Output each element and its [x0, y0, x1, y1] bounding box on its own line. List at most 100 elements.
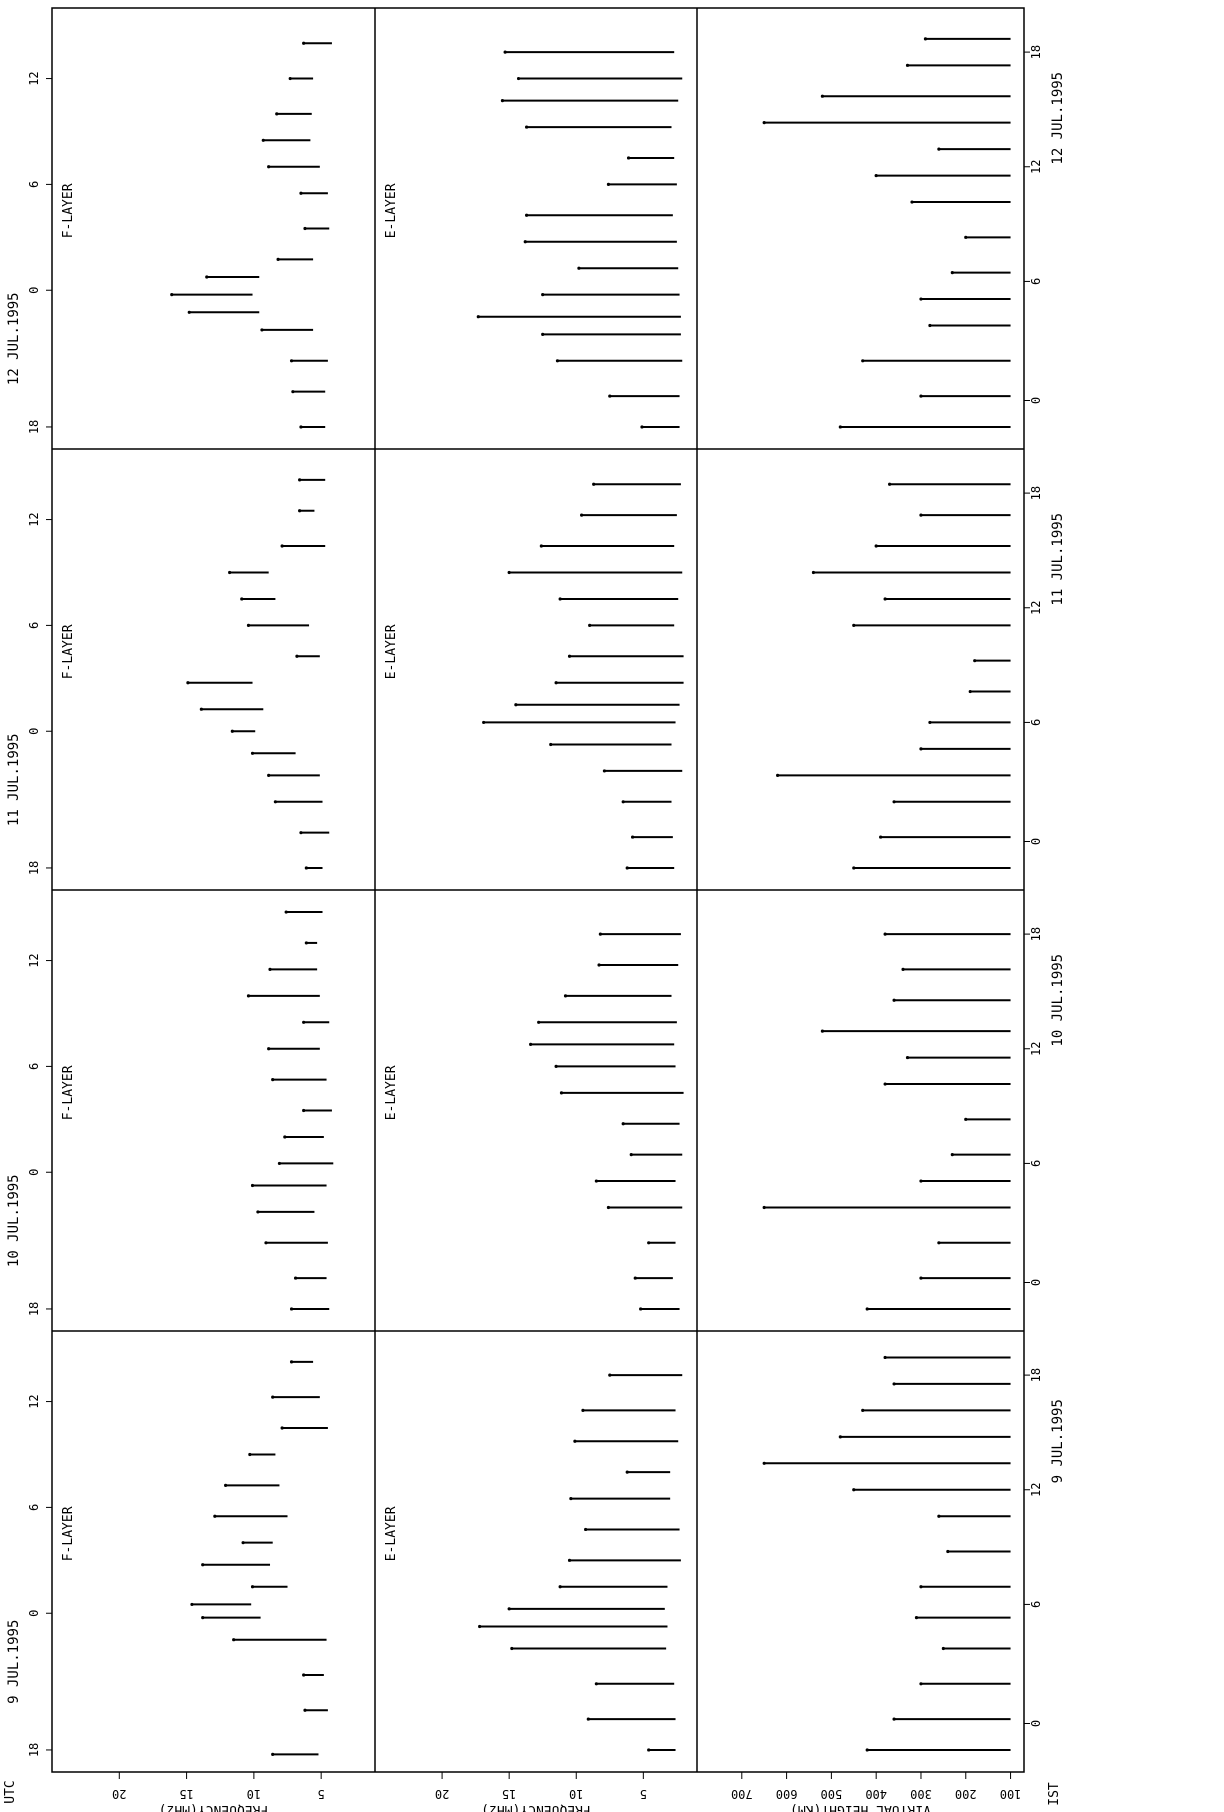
data-point-p1-d0-6: [558, 1585, 562, 1589]
data-point-p0-d2-6: [199, 707, 203, 711]
layer-label-p1-d1: E-LAYER: [384, 1065, 399, 1120]
ist-tick-label-d0-3: 18: [1029, 1368, 1043, 1382]
utc-tick-label-d0-1: 0: [27, 1610, 41, 1617]
ist-tick-label-d1-0: 0: [1029, 1279, 1043, 1286]
data-point-p0-d3-10: [267, 165, 271, 169]
axis-tick-label-p2-6: 700: [731, 1787, 753, 1801]
data-point-p0-d1-6: [283, 1135, 287, 1139]
data-point-p1-d2-6: [514, 703, 518, 707]
data-point-p1-d3-7: [523, 240, 527, 244]
data-point-p0-d3-6: [205, 275, 209, 279]
data-point-p2-d0-3: [941, 1646, 945, 1651]
axis-tick-label-p2-0: 100: [1000, 1787, 1022, 1801]
data-point-p1-d0-3: [510, 1646, 514, 1651]
data-point-p1-d3-14: [503, 50, 507, 54]
axis-label-p0: FREQUENCY(MHz): [159, 1802, 269, 1812]
data-point-p0-d0-13: [271, 1395, 275, 1399]
utc-tick-label-d3-1: 0: [27, 287, 41, 294]
data-point-p1-d0-4: [478, 1624, 482, 1629]
data-point-p1-d1-10: [537, 1020, 541, 1024]
data-point-p0-d3-5: [170, 293, 174, 297]
data-point-p0-d0-10: [224, 1483, 228, 1487]
axis-tick-label-p0-0: 5: [318, 1787, 325, 1801]
data-point-p0-d1-10: [302, 1020, 306, 1024]
data-point-p2-d1-3: [762, 1205, 766, 1210]
data-point-p2-d1-11: [901, 967, 905, 971]
data-point-p1-d2-12: [539, 544, 543, 548]
data-point-p0-d2-2: [273, 800, 278, 804]
data-point-p0-d0-3: [232, 1638, 236, 1642]
data-point-p2-d3-1: [919, 394, 923, 398]
data-point-p1-d0-0: [647, 1748, 651, 1752]
data-point-p0-d1-9: [267, 1047, 271, 1051]
data-point-p1-d3-1: [608, 394, 612, 398]
data-point-p1-d0-5: [507, 1607, 511, 1611]
data-point-p2-d1-0: [865, 1307, 869, 1311]
ist-tick-label-d3-3: 18: [1029, 45, 1043, 59]
data-point-p1-d1-6: [621, 1122, 625, 1126]
data-point-p1-d0-2: [594, 1682, 598, 1686]
data-point-p2-d1-5: [950, 1153, 954, 1157]
data-point-p1-d1-7: [559, 1091, 564, 1095]
data-point-p0-d0-2: [302, 1673, 306, 1677]
data-point-p1-d2-4: [549, 742, 553, 747]
data-point-p0-d1-5: [277, 1161, 282, 1166]
utc-tick-label-d1-2: 6: [27, 1063, 41, 1070]
data-point-p1-d1-8: [554, 1064, 558, 1068]
data-point-p0-d3-3: [260, 328, 264, 332]
date-label-left-d1: 10 JUL.1995: [6, 1174, 22, 1267]
data-point-p2-d1-7: [883, 1082, 887, 1086]
ist-tick-label-d3-0: 0: [1029, 397, 1043, 404]
data-point-p0-d2-14: [298, 478, 302, 482]
data-point-p2-d3-2: [861, 359, 865, 363]
data-point-p2-d1-12: [883, 932, 887, 936]
data-point-p1-d3-10: [626, 156, 631, 160]
data-point-p0-d3-1: [291, 390, 295, 394]
data-point-p0-d3-14: [302, 41, 306, 45]
ist-tick-label-d0-2: 12: [1029, 1483, 1043, 1497]
data-point-p2-d0-9: [762, 1461, 766, 1465]
utc-tick-label-d2-2: 6: [27, 622, 41, 629]
ist-tick-label-d0-1: 6: [1029, 1601, 1043, 1608]
layer-label-p1-d0: E-LAYER: [384, 1506, 399, 1561]
data-point-p1-d2-9: [588, 623, 592, 628]
data-point-p2-d2-13: [888, 482, 892, 486]
data-point-p2-d1-10: [892, 998, 896, 1002]
ist-tick-label-d2-0: 0: [1029, 838, 1043, 845]
data-point-p0-d2-12: [280, 544, 284, 548]
data-point-p0-d1-1: [293, 1276, 298, 1280]
data-point-p2-d1-1: [919, 1276, 923, 1280]
data-point-p0-d3-0: [299, 425, 303, 429]
data-point-p1-d2-2: [621, 800, 625, 804]
data-point-p0-d2-5: [230, 729, 234, 733]
data-point-p2-d3-13: [923, 37, 928, 41]
data-point-p2-d1-6: [964, 1117, 968, 1121]
ist-corner-label: IST: [1047, 1782, 1062, 1806]
date-label-right-d3: 12 JUL.1995: [1050, 72, 1066, 165]
data-marks: [170, 37, 1011, 1756]
data-point-p1-d0-12: [581, 1408, 585, 1412]
date-label-left-d2: 11 JUL.1995: [6, 733, 22, 826]
utc-tick-label-d1-1: 0: [27, 1169, 41, 1176]
data-point-p1-d1-0: [639, 1307, 643, 1311]
data-point-p1-d1-4: [594, 1179, 598, 1183]
data-point-p2-d2-3: [776, 773, 780, 777]
data-point-p2-d0-5: [919, 1585, 923, 1589]
ist-tick-label-d1-1: 6: [1029, 1160, 1043, 1167]
data-point-p2-d3-7: [910, 200, 914, 204]
axis-tick-label-p2-3: 400: [865, 1787, 887, 1801]
utc-tick-label-d3-2: 6: [27, 181, 41, 188]
data-point-p2-d0-1: [892, 1717, 896, 1721]
data-point-p1-d1-1: [633, 1276, 637, 1280]
layer-label-p1-d3: E-LAYER: [384, 183, 399, 238]
data-point-p0-d2-3: [267, 773, 271, 777]
ist-tick-label-d2-3: 18: [1029, 486, 1043, 500]
data-point-p0-d3-7: [276, 257, 280, 261]
utc-tick-label-d2-0: 18: [27, 861, 41, 875]
data-point-p2-d3-10: [762, 121, 766, 125]
data-point-p1-d2-13: [580, 513, 584, 517]
data-point-p2-d0-10: [838, 1435, 842, 1439]
data-point-p0-d0-7: [201, 1563, 205, 1567]
data-point-p0-d2-4: [250, 751, 255, 755]
